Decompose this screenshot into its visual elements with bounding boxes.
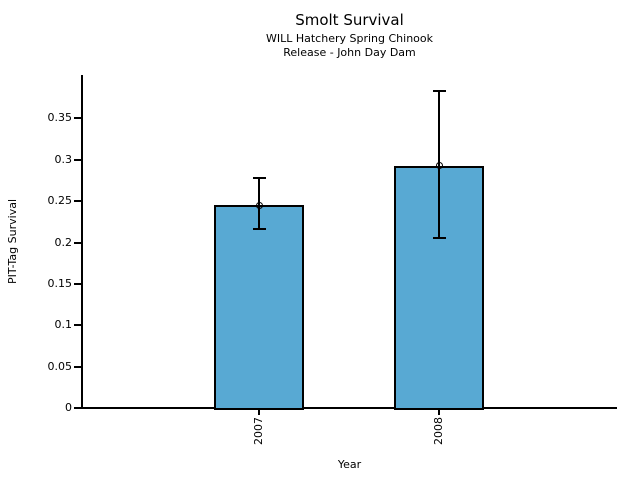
y-axis-tick-label: 0.1 (54, 318, 73, 332)
y-axis-tick (74, 365, 82, 368)
y-axis-tick-label: 0.05 (47, 359, 73, 373)
error-bar-cap-bottom (432, 237, 446, 240)
y-axis-tick (74, 324, 82, 327)
error-bar-cap-bottom (252, 228, 266, 231)
y-axis-tick (74, 200, 82, 203)
y-axis-tick-label: 0.3 (54, 152, 73, 166)
x-axis-tick (438, 409, 440, 415)
mean-marker (435, 162, 443, 170)
y-axis-tick (74, 282, 82, 285)
y-axis-tick (74, 158, 82, 161)
bar-2007 (214, 205, 304, 410)
y-axis-tick-label: 0.15 (47, 276, 73, 290)
error-bar-cap-top (252, 177, 266, 179)
y-axis-title-wrap: PIT-Tag Survival (6, 75, 19, 408)
y-axis-tick (74, 117, 82, 120)
y-axis-tick-label: 0.35 (47, 111, 73, 125)
error-bar-cap-top (432, 90, 446, 93)
mean-marker (255, 201, 263, 209)
x-axis-tick-label: 2007 (252, 417, 265, 445)
chart-title: Smolt Survival (295, 11, 404, 29)
y-axis-tick-label: 0.25 (47, 194, 73, 208)
y-axis-tick (74, 407, 82, 409)
x-axis-tick (258, 409, 260, 415)
x-axis-title: Year (337, 458, 362, 471)
x-axis-line (76, 407, 617, 409)
chart-subtitle-line2: Release - John Day Dam (283, 46, 416, 59)
y-axis-tick (74, 241, 82, 244)
y-axis-tick-label: 0 (65, 401, 72, 414)
chart-subtitle-line1: WILL Hatchery Spring Chinook (265, 32, 434, 45)
x-axis-tick-label: 2008 (432, 417, 445, 445)
y-axis-tick-label: 0.2 (54, 235, 73, 249)
y-axis-line (81, 75, 83, 409)
y-axis-title: PIT-Tag Survival (6, 198, 19, 284)
